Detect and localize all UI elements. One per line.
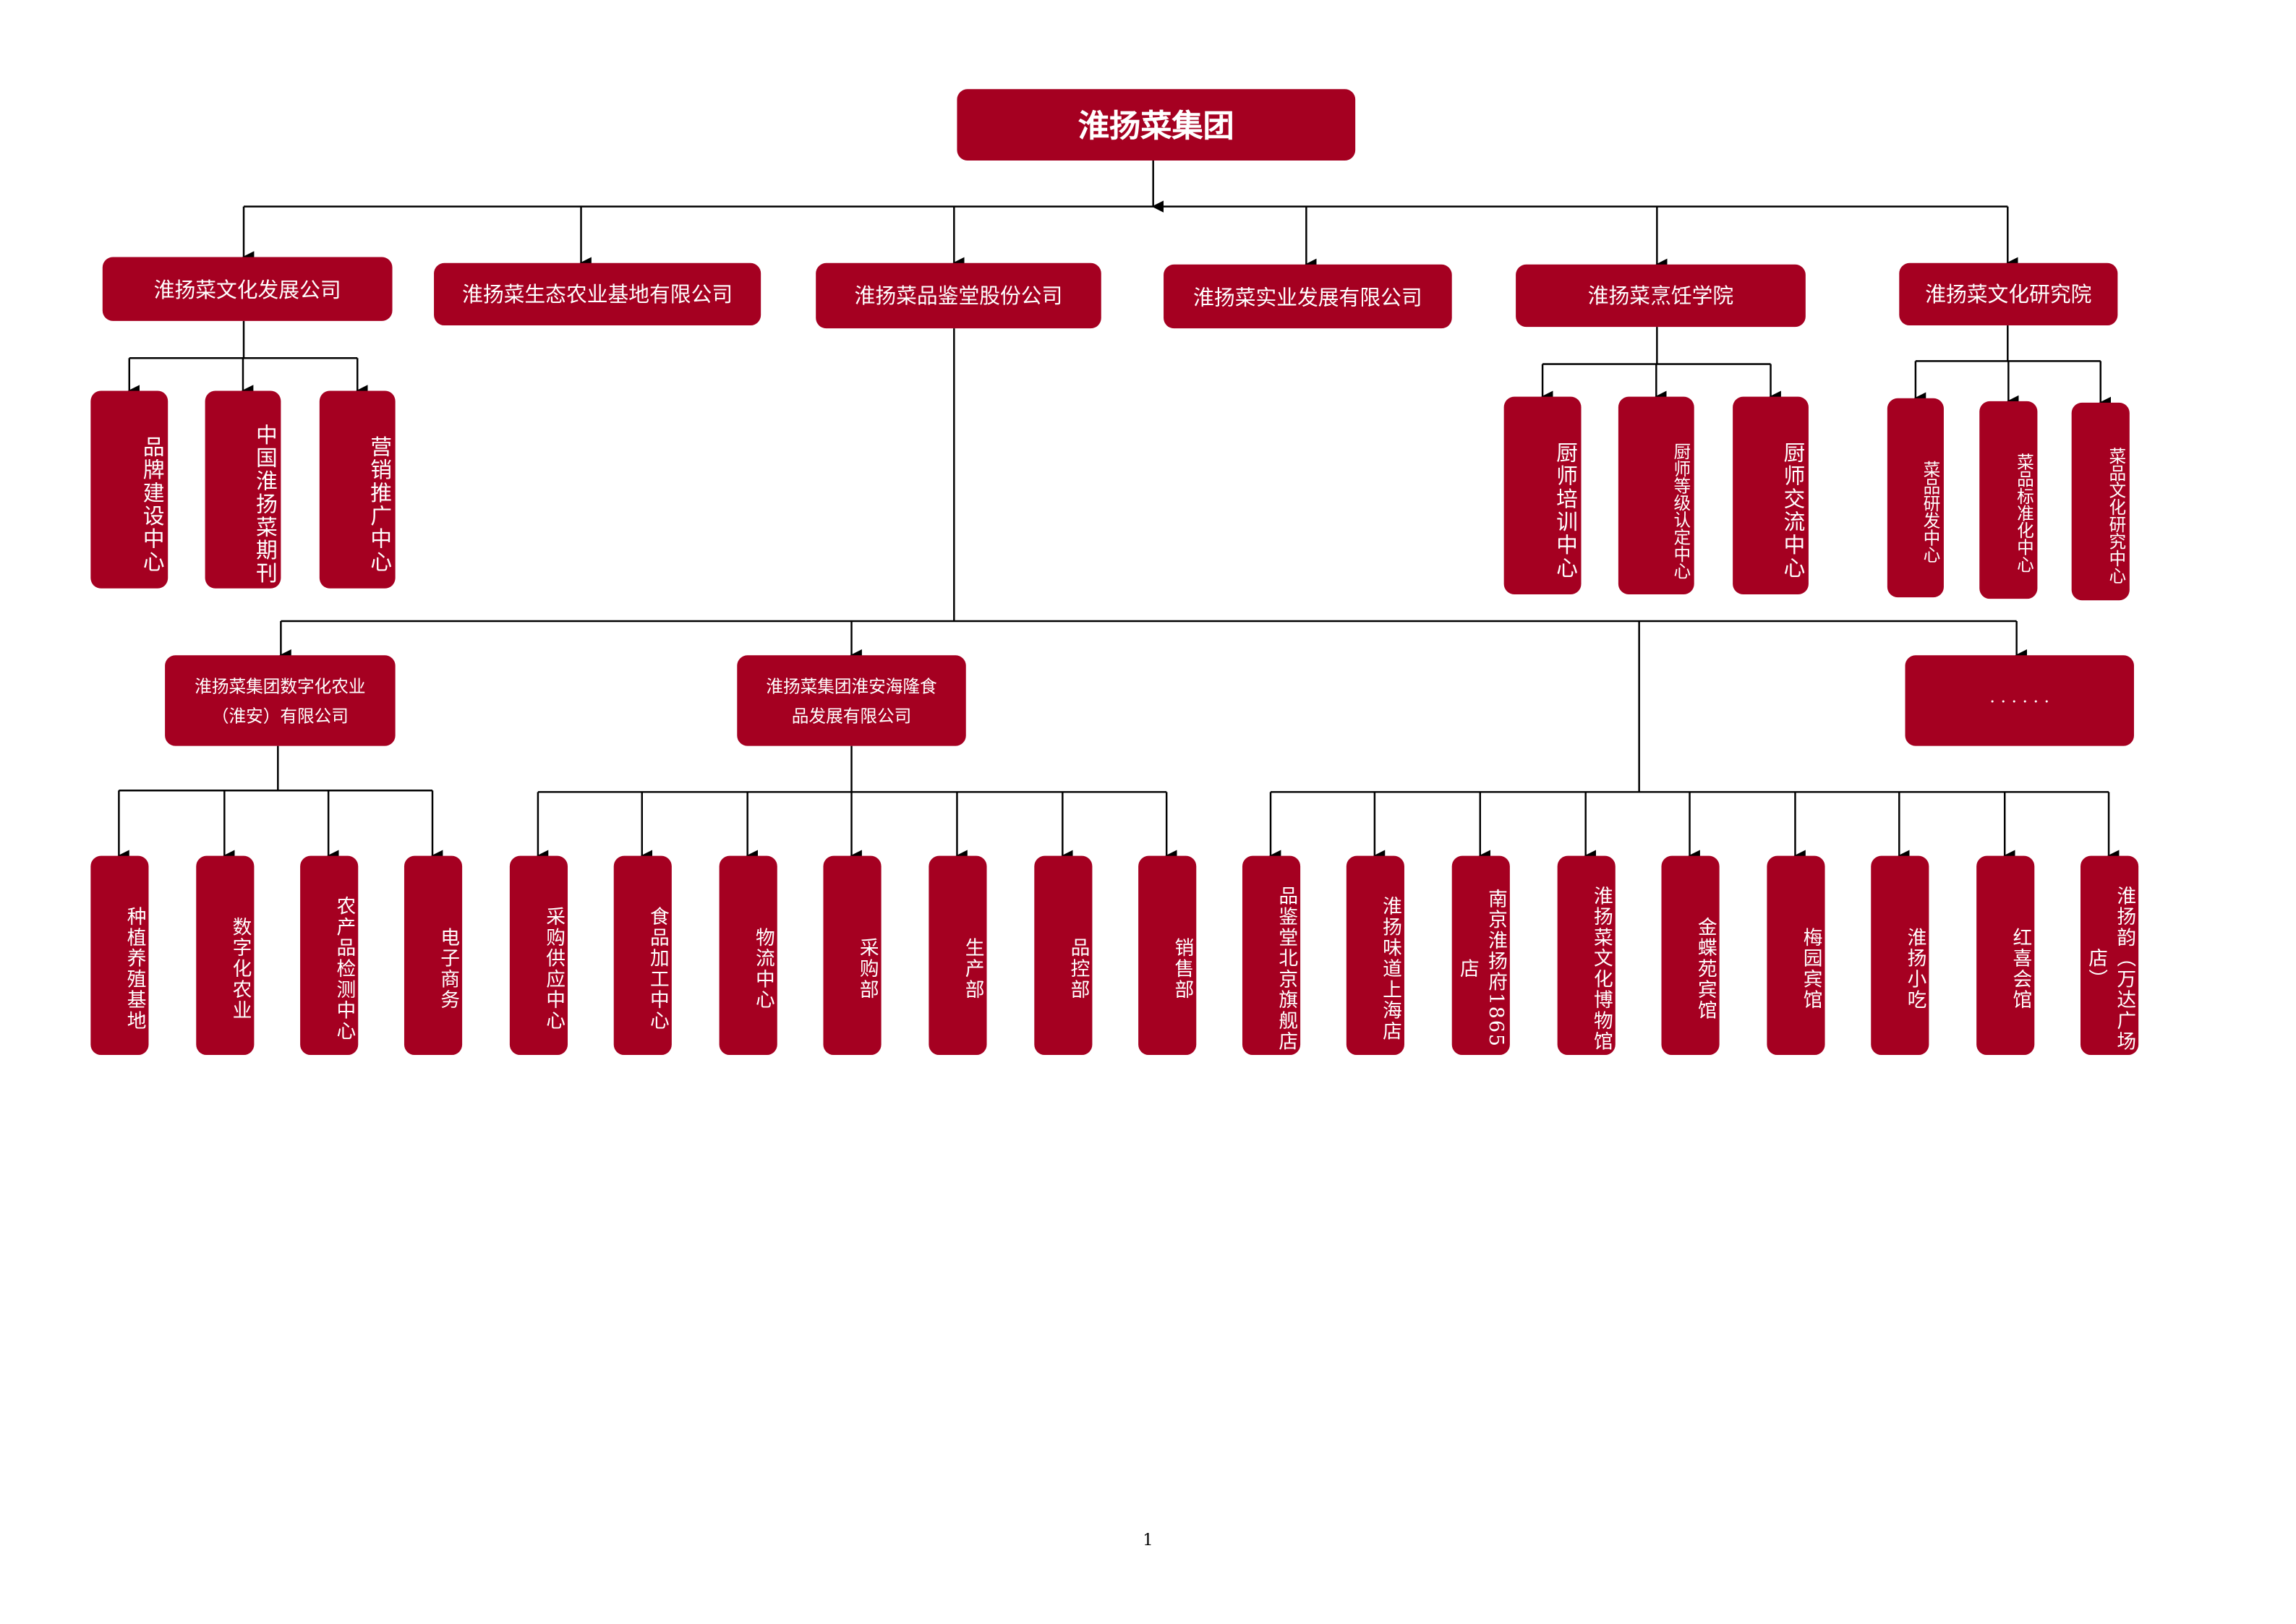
level1-node: 淮扬菜生态农业基地有限公司 — [434, 262, 761, 326]
level1-node: 淮扬菜实业发展有限公司 — [1164, 264, 1452, 329]
restaurant-node: 淮扬韵（万达广场店） — [2079, 855, 2138, 1056]
level3-label-line: · · · · · · — [1989, 690, 2050, 711]
department-node: 品牌建设中心 — [90, 390, 168, 589]
department-node: 厨师培训中心 — [1503, 396, 1582, 594]
unit-node: 食品加工中心 — [613, 855, 671, 1056]
department-node-label: 品牌建设中心 — [140, 435, 164, 574]
department-node-label: 菜品文化研究中心 — [2107, 446, 2128, 584]
unit-node: 采购供应中心 — [508, 855, 567, 1056]
department-node-label: 中国淮扬菜期刊 — [252, 424, 277, 586]
department-node-label: 厨师培训中心 — [1553, 441, 1577, 580]
restaurant-node-label: 淮扬味道上海店 — [1378, 896, 1401, 1042]
unit-node: 采购部 — [822, 855, 881, 1056]
department-node-label: 菜品研发中心 — [1921, 460, 1942, 563]
level1-node: 淮扬菜烹饪学院 — [1516, 264, 1806, 328]
unit-node: 农产品检测中心 — [299, 855, 358, 1056]
unit-node-label: 品控部 — [1066, 937, 1089, 1001]
restaurant-node-label: 南京淮扬府1865店 — [1455, 889, 1506, 1048]
level3-node: 淮扬菜集团数字化农业 （淮安）有限公司 — [165, 655, 396, 746]
unit-node-label: 采购部 — [855, 937, 878, 1001]
level1-node-label: 淮扬菜文化发展公司 — [153, 278, 341, 303]
level1-node: 淮扬菜文化发展公司 — [102, 257, 393, 321]
level3-node: · · · · · · — [1905, 655, 2134, 746]
department-node: 厨师等级认定中心 — [1618, 396, 1694, 594]
unit-node-label: 物流中心 — [751, 927, 774, 1011]
level3-label-line: 淮扬菜集团数字化农业 — [195, 675, 366, 696]
restaurant-node-label: 品鉴堂北京旗舰店 — [1274, 885, 1297, 1052]
level3-label-line: 淮扬菜集团淮安海隆食 — [766, 675, 937, 696]
level1-node-label: 淮扬菜烹饪学院 — [1587, 285, 1734, 309]
restaurant-node: 金蝶苑宾馆 — [1660, 855, 1719, 1056]
restaurant-node: 红喜会馆 — [1976, 855, 2034, 1056]
level3-node: 淮扬菜集团淮安海隆食 品发展有限公司 — [737, 655, 966, 746]
department-node: 菜品标准化中心 — [1979, 401, 2038, 599]
unit-node: 生产部 — [928, 855, 986, 1056]
unit-node: 品控部 — [1033, 855, 1092, 1056]
unit-node-label: 生产部 — [960, 937, 983, 1001]
level1-node-label: 淮扬菜生态农业基地有限公司 — [462, 283, 733, 308]
page-number: 1 — [1143, 1530, 1153, 1550]
level1-node-label: 淮扬菜实业发展有限公司 — [1193, 286, 1422, 310]
unit-node-label: 食品加工中心 — [645, 906, 668, 1032]
level1-node: 淮扬菜品鉴堂股份公司 — [816, 262, 1101, 329]
level1-node: 淮扬菜文化研究院 — [1899, 262, 2118, 326]
department-node: 中国淮扬菜期刊 — [205, 390, 281, 589]
unit-node-label: 农产品检测中心 — [332, 896, 355, 1042]
restaurant-node: 淮扬味道上海店 — [1345, 855, 1404, 1056]
unit-node: 数字化农业 — [195, 855, 254, 1056]
unit-node-label: 数字化农业 — [228, 916, 251, 1021]
restaurant-node-label: 淮扬菜文化博物馆 — [1589, 885, 1612, 1052]
department-node-label: 菜品标准化中心 — [2015, 453, 2036, 573]
department-node: 厨师交流中心 — [1733, 396, 1809, 594]
unit-node: 种植养殖基地 — [90, 855, 148, 1056]
restaurant-node: 梅园宾馆 — [1766, 855, 1825, 1056]
restaurant-node-label: 淮扬小吃 — [1903, 927, 1926, 1011]
department-node: 菜品研发中心 — [1887, 398, 1944, 598]
root-node: 淮扬菜集团 — [957, 89, 1356, 161]
restaurant-node: 淮扬菜文化博物馆 — [1556, 855, 1615, 1056]
level1-node-label: 淮扬菜品鉴堂股份公司 — [854, 285, 1063, 309]
unit-node-label: 销售部 — [1170, 937, 1193, 1001]
level1-node-label: 淮扬菜文化研究院 — [1925, 283, 2092, 308]
level3-label-line: 品发展有限公司 — [791, 705, 912, 726]
unit-node-label: 采购供应中心 — [542, 906, 564, 1032]
level3-label-line: （淮安）有限公司 — [211, 705, 349, 726]
department-node-label: 厨师等级认定中心 — [1671, 442, 1693, 579]
unit-node-label: 种植养殖基地 — [122, 906, 145, 1032]
unit-node: 电子商务 — [403, 855, 462, 1056]
department-node-label: 营销推广中心 — [367, 435, 391, 574]
department-node-label: 厨师交流中心 — [1780, 441, 1804, 580]
restaurant-node: 品鉴堂北京旗舰店 — [1241, 855, 1300, 1056]
unit-node-label: 电子商务 — [436, 927, 458, 1011]
root-label: 淮扬菜集团 — [1077, 106, 1234, 145]
restaurant-node-label: 淮扬韵（万达广场店） — [2084, 885, 2135, 1052]
restaurant-node: 淮扬小吃 — [1870, 855, 1929, 1056]
department-node: 营销推广中心 — [319, 390, 396, 589]
restaurant-node-label: 红喜会馆 — [2008, 927, 2031, 1011]
restaurant-node-label: 金蝶苑宾馆 — [1693, 916, 1716, 1021]
department-node: 菜品文化研究中心 — [2071, 402, 2130, 601]
unit-node: 物流中心 — [718, 855, 777, 1056]
restaurant-node: 南京淮扬府1865店 — [1451, 855, 1509, 1056]
unit-node: 销售部 — [1138, 855, 1196, 1056]
restaurant-node-label: 梅园宾馆 — [1798, 927, 1822, 1011]
